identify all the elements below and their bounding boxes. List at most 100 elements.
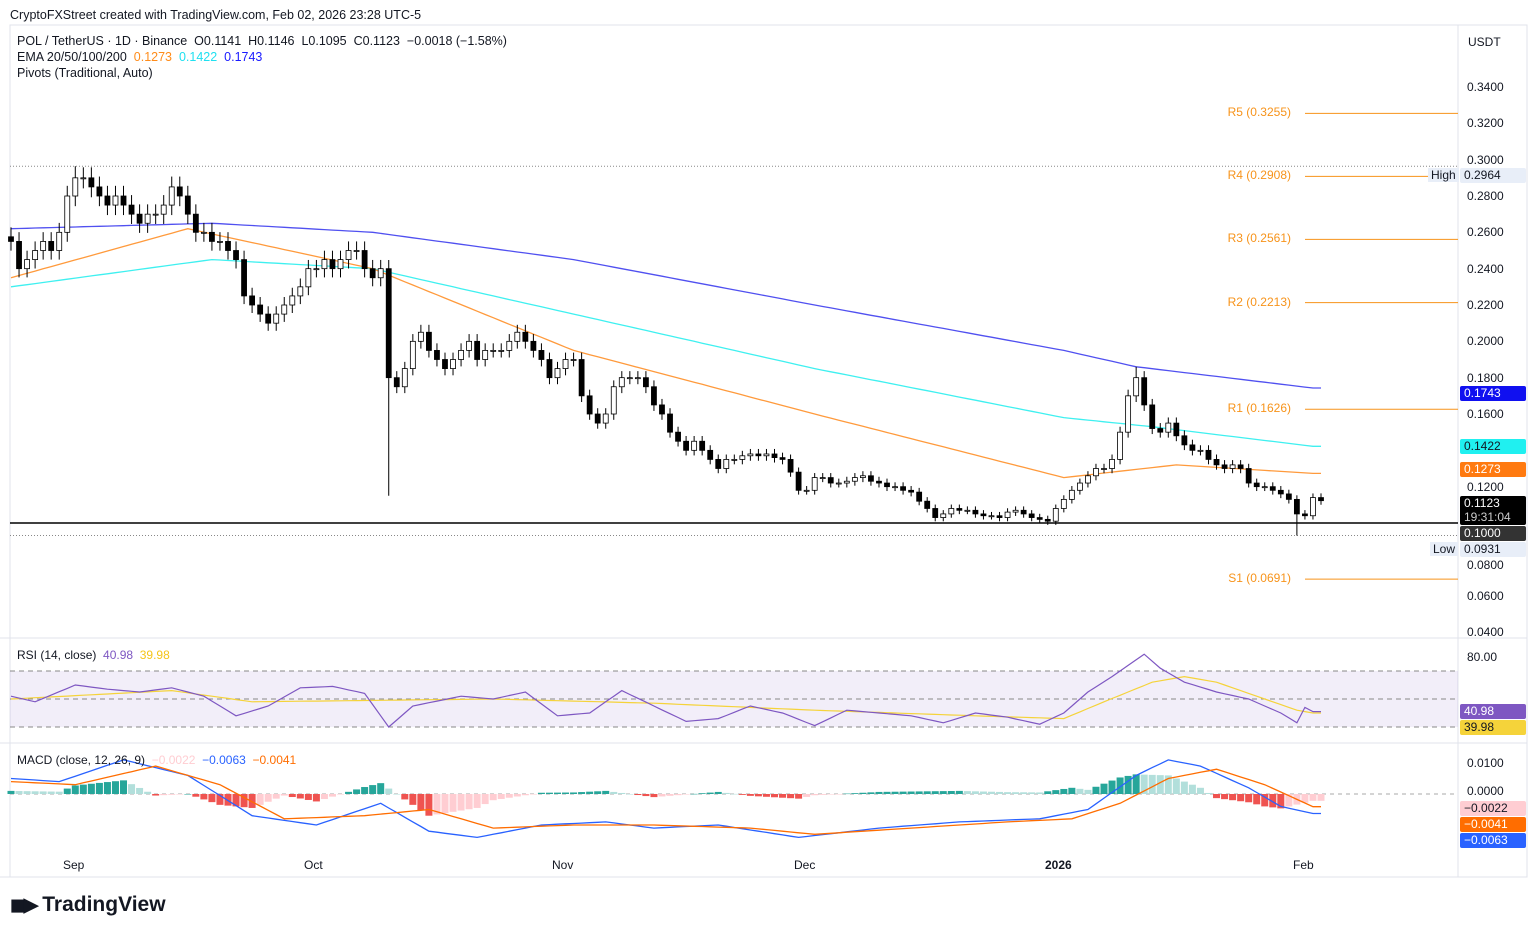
- macd-histogram-bar: [328, 794, 336, 797]
- candle: [868, 471, 874, 486]
- candle-body: [562, 359, 569, 369]
- candle-body: [112, 195, 119, 206]
- macd-histogram-bar: [465, 794, 473, 810]
- macd-histogram-bar: [1180, 781, 1188, 794]
- candle-body: [908, 489, 915, 493]
- candle-body: [675, 431, 681, 442]
- macd-histogram-bar: [634, 794, 642, 796]
- candle: [369, 259, 376, 287]
- macd-histogram-bar: [618, 792, 626, 794]
- macd-histogram-bar: [168, 794, 176, 795]
- macd-histogram-bar: [425, 794, 433, 816]
- candle: [474, 334, 481, 367]
- symbol-name[interactable]: POL / TetherUS · 1D · Binance: [17, 34, 188, 48]
- macd-histogram-bar: [120, 780, 128, 794]
- macd-histogram-bar: [87, 783, 95, 794]
- candle-body: [281, 304, 288, 315]
- macd-histogram-bar: [248, 794, 256, 808]
- candle: [1245, 463, 1252, 488]
- candle: [1277, 486, 1284, 499]
- candle: [450, 352, 456, 376]
- footer-brand: TradingView: [42, 893, 166, 916]
- candle: [490, 343, 497, 358]
- candle-body: [72, 177, 79, 197]
- candle-body: [168, 186, 175, 206]
- candle: [683, 435, 689, 456]
- tradingview-logo[interactable]: ◼▶ TradingView: [10, 893, 166, 917]
- macd-histogram-bar: [851, 793, 859, 794]
- macd-histogram-bar: [570, 792, 578, 794]
- candle: [610, 380, 617, 420]
- candle: [80, 167, 87, 189]
- candle-body: [329, 259, 336, 270]
- candle: [1044, 515, 1051, 525]
- candle: [40, 232, 47, 260]
- time-tick: Feb: [1293, 858, 1314, 872]
- candle-body: [24, 259, 30, 270]
- candle: [112, 185, 119, 216]
- candle-body: [490, 350, 497, 352]
- candle: [144, 204, 151, 233]
- rsi-legend[interactable]: RSI (14, close) 40.98 39.98: [17, 648, 170, 662]
- candle-body: [1181, 435, 1188, 446]
- countdown: 19:31:04: [1464, 510, 1511, 524]
- candle: [345, 241, 352, 269]
- candle: [1269, 482, 1276, 495]
- ema20-value: 0.1273: [133, 50, 172, 64]
- macd-histogram-bar: [441, 794, 449, 814]
- candle-body: [1141, 377, 1148, 406]
- candle-body: [313, 268, 320, 271]
- candle: [827, 473, 834, 488]
- low-label: Low: [1430, 542, 1459, 556]
- candle: [426, 324, 432, 358]
- pivots-legend[interactable]: Pivots (Traditional, Auto): [17, 66, 153, 80]
- macd-histogram-bar: [1108, 780, 1116, 794]
- candle-body: [32, 250, 39, 260]
- candle: [1237, 460, 1244, 474]
- macd-histogram-bar: [505, 794, 513, 798]
- candle-body: [458, 350, 464, 360]
- credit-line: CryptoFXStreet created with TradingView.…: [10, 8, 422, 22]
- candle: [763, 448, 770, 461]
- macd-histogram-bar: [144, 791, 152, 794]
- macd-signal-tag: −0.0041: [1460, 817, 1526, 832]
- macd-histogram-bar: [63, 788, 71, 794]
- candle-body: [217, 241, 223, 243]
- price-tick: 0.2200: [1467, 298, 1504, 312]
- macd-histogram-bar: [915, 791, 923, 794]
- candle: [1028, 510, 1035, 522]
- candle-body: [80, 177, 87, 180]
- macd-legend[interactable]: MACD (close, 12, 26, 9) −0.0022 −0.0063 …: [17, 753, 296, 767]
- rsi-value: 40.98: [103, 648, 134, 662]
- macd-histogram-bar: [762, 794, 770, 797]
- macd-histogram-bar: [1172, 778, 1180, 794]
- currency-label[interactable]: USDT: [1468, 35, 1501, 49]
- candle: [184, 185, 191, 224]
- macd-histogram-bar: [312, 794, 320, 802]
- candle-body: [152, 213, 159, 216]
- macd-histogram-bar: [103, 782, 111, 794]
- rsi-line: [10, 653, 1321, 728]
- candle-body: [618, 377, 625, 388]
- candle-body: [1277, 489, 1284, 495]
- candle: [996, 511, 1003, 522]
- candle-body: [916, 491, 923, 502]
- macd-histogram-bar: [31, 791, 39, 794]
- macd-histogram-bar: [537, 792, 545, 794]
- price-tick: 0.3000: [1467, 152, 1504, 167]
- ema200-line: [10, 222, 1321, 389]
- macd-histogram-bar: [1092, 786, 1100, 794]
- candle: [96, 176, 103, 207]
- candle-body: [964, 509, 971, 512]
- candle-body: [369, 268, 376, 279]
- candle-body: [1173, 422, 1180, 437]
- candle-body: [980, 513, 987, 517]
- candle: [715, 454, 722, 474]
- ema-legend[interactable]: EMA 20/50/100/200 0.1273 0.1422 0.1743: [17, 50, 262, 64]
- candle-body: [683, 440, 689, 451]
- signal-line: [10, 765, 1321, 835]
- candle-body: [305, 268, 312, 288]
- ohlc-low: L0.1095: [301, 34, 347, 48]
- macd-histogram-bar: [417, 794, 425, 811]
